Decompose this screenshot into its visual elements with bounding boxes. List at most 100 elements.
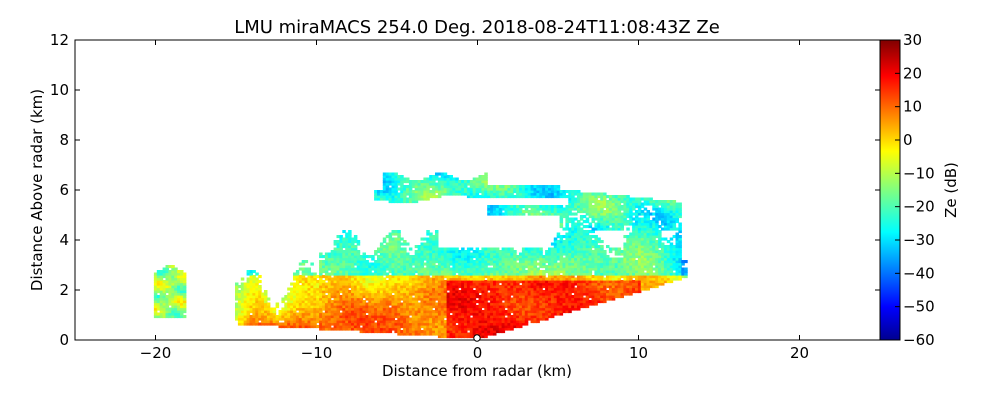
- ze-cell: [437, 260, 442, 264]
- ze-cell: [495, 327, 500, 331]
- ze-cell: [356, 305, 361, 309]
- ze-cell: [255, 297, 259, 301]
- ze-cell: [617, 205, 622, 209]
- ze-cell: [524, 255, 529, 259]
- ze-cell: [432, 180, 436, 184]
- ze-cell: [501, 297, 506, 301]
- ze-cell: [275, 305, 280, 309]
- ze-cell: [298, 287, 303, 291]
- ze-cell: [437, 327, 442, 331]
- ze-cell: [559, 222, 564, 226]
- ze-cell: [397, 247, 401, 251]
- ze-cell: [478, 322, 482, 326]
- ze-cell: [295, 295, 300, 299]
- ze-cell: [521, 285, 526, 289]
- ze-cell: [507, 280, 511, 284]
- ze-cell: [478, 257, 482, 261]
- ze-cell: [420, 310, 424, 314]
- ze-cell: [391, 280, 395, 284]
- ze-cell: [574, 245, 578, 249]
- ze-cell: [293, 290, 297, 294]
- ze-cell: [600, 265, 604, 269]
- ze-cell: [606, 297, 610, 301]
- ze-cell: [432, 302, 436, 306]
- ze-cell: [391, 247, 395, 251]
- ze-cell: [539, 195, 543, 199]
- ze-cell: [324, 300, 329, 304]
- ze-cell: [614, 207, 619, 211]
- ze-cell: [458, 335, 462, 339]
- ze-cell: [333, 320, 338, 324]
- ze-cell: [310, 307, 314, 311]
- ze-cell: [582, 255, 587, 259]
- ze-cell: [324, 322, 329, 326]
- ze-cell: [339, 327, 343, 331]
- ze-cell: [550, 282, 555, 286]
- ze-cell: [533, 320, 537, 324]
- ze-cell: [600, 215, 604, 219]
- ze-cell: [574, 262, 578, 266]
- ze-cell: [298, 285, 303, 289]
- ze-cell: [571, 205, 575, 209]
- ze-cell: [171, 310, 175, 314]
- ze-cell: [623, 282, 627, 286]
- ze-cell: [472, 290, 477, 294]
- ze-cell: [168, 300, 172, 304]
- ze-cell: [435, 332, 439, 336]
- ze-cell: [562, 195, 566, 199]
- ze-cell: [632, 282, 636, 286]
- ze-cell: [568, 237, 572, 241]
- ze-cell: [606, 212, 610, 216]
- ze-cell: [536, 252, 540, 256]
- ze-cell: [539, 310, 543, 314]
- ze-cell: [632, 250, 636, 254]
- ze-cell: [617, 257, 622, 261]
- ze-cell: [417, 280, 422, 284]
- ze-cell: [307, 310, 311, 314]
- ze-cell: [336, 290, 340, 294]
- ze-cell: [426, 330, 430, 334]
- ze-cell: [168, 290, 172, 294]
- ze-cell: [495, 307, 500, 311]
- ze-cell: [527, 282, 532, 286]
- ze-cell: [243, 305, 248, 309]
- ze-cell: [374, 330, 378, 334]
- ze-cell: [617, 275, 622, 279]
- ze-cell: [548, 307, 552, 311]
- ze-cell: [536, 292, 540, 296]
- ze-cell: [571, 280, 575, 284]
- ze-cell: [461, 317, 465, 321]
- ze-cell: [420, 297, 424, 301]
- ze-cell: [449, 290, 453, 294]
- ze-cell: [301, 280, 306, 284]
- ze-cell: [406, 315, 410, 319]
- ze-cell: [603, 272, 607, 276]
- ze-cell: [258, 307, 262, 311]
- ze-cell: [293, 285, 297, 289]
- ze-cell: [435, 270, 439, 274]
- ze-cell: [574, 265, 578, 269]
- ze-cell: [608, 195, 613, 199]
- ze-cell: [466, 260, 471, 264]
- ze-cell: [464, 312, 468, 316]
- ze-cell: [475, 300, 480, 304]
- ze-cell: [243, 282, 248, 286]
- ze-cell: [426, 275, 430, 279]
- ze-cell: [579, 227, 584, 231]
- ze-cell: [351, 282, 355, 286]
- ze-cell: [440, 180, 445, 184]
- ze-cell: [606, 225, 610, 229]
- ze-cell: [632, 235, 636, 239]
- ze-cell: [510, 322, 514, 326]
- ze-cell: [571, 227, 575, 231]
- ze-cell: [449, 292, 453, 296]
- ze-cell: [408, 325, 413, 329]
- ze-cell: [182, 292, 187, 296]
- ze-cell: [611, 265, 616, 269]
- ze-cell: [365, 272, 369, 276]
- ze-cell: [498, 327, 503, 331]
- ze-cell: [614, 200, 619, 204]
- ze-cell: [397, 180, 401, 184]
- ze-cell: [266, 310, 271, 314]
- ze-cell: [478, 310, 482, 314]
